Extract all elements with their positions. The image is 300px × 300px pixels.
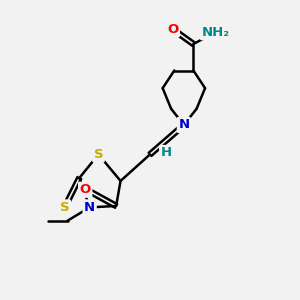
Text: H: H xyxy=(160,146,172,159)
Text: O: O xyxy=(80,183,91,196)
Text: O: O xyxy=(167,23,178,36)
Text: N: N xyxy=(84,201,95,214)
Text: NH₂: NH₂ xyxy=(201,26,230,39)
Text: N: N xyxy=(178,118,189,131)
Text: S: S xyxy=(94,148,103,161)
Text: S: S xyxy=(60,201,69,214)
